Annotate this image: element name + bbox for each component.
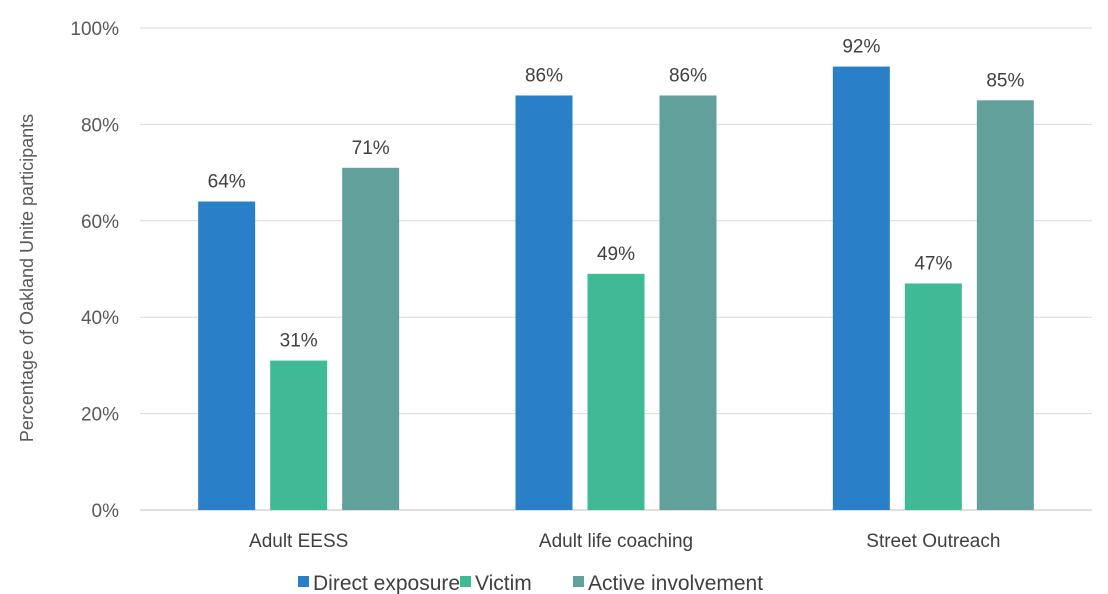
data-label: 92% <box>842 37 880 58</box>
category-label: Adult EESS <box>249 531 348 552</box>
bar-victim <box>270 360 328 510</box>
bar-direct-exposure <box>832 66 890 510</box>
data-label: 64% <box>208 172 246 193</box>
y-tick-label: 40% <box>81 308 119 329</box>
y-tick-label: 20% <box>81 405 119 426</box>
x-axis-categories: Adult EESS Adult life coaching Street Outr… <box>249 531 1000 552</box>
category-label: Street Outreach <box>866 531 1000 552</box>
data-labels: 64% 31% 71% 86% 49% 86% 92% 47% 85% <box>208 37 1025 352</box>
y-axis-title: Percentage of Oakland Unite participants <box>17 114 37 442</box>
y-tick-label: 60% <box>81 212 119 233</box>
bar-active-involvement <box>659 95 717 510</box>
bars <box>198 66 1034 511</box>
legend-label: Victim <box>475 572 532 594</box>
y-tick-label: 80% <box>81 115 119 136</box>
data-label: 85% <box>986 70 1024 91</box>
data-label: 49% <box>597 244 635 265</box>
data-label: 31% <box>280 331 318 352</box>
legend-label: Active involvement <box>588 572 763 594</box>
legend-swatch <box>298 576 309 587</box>
y-tick-label: 100% <box>70 19 119 40</box>
bar-direct-exposure <box>198 201 256 510</box>
data-label: 86% <box>525 65 563 86</box>
legend-swatch <box>573 576 584 587</box>
bar-victim <box>904 283 962 510</box>
bar-active-involvement <box>976 100 1034 511</box>
data-label: 71% <box>352 138 390 159</box>
legend-swatch <box>460 576 471 587</box>
legend: Direct exposure Victim Active involvement <box>298 572 763 594</box>
bar-direct-exposure <box>515 95 573 510</box>
category-label: Adult life coaching <box>539 531 693 552</box>
bar-active-involvement <box>342 167 400 510</box>
y-axis-ticks: 0% 20% 40% 60% 80% 100% <box>70 19 119 522</box>
legend-label: Direct exposure <box>313 572 460 594</box>
data-label: 86% <box>669 65 707 86</box>
data-label: 47% <box>914 253 952 274</box>
y-tick-label: 0% <box>92 501 120 522</box>
bar-victim <box>587 273 645 510</box>
